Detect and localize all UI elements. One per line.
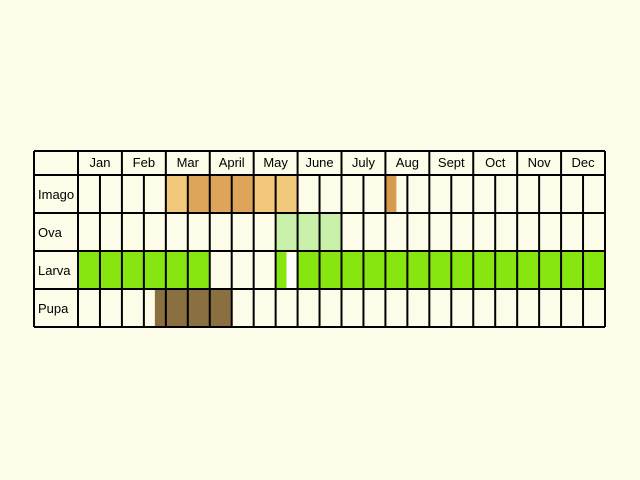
month-label-dec: Dec [571, 155, 595, 170]
month-label-june: June [305, 155, 333, 170]
row-label-pupa: Pupa [38, 301, 69, 316]
row-label-larva: Larva [38, 263, 71, 278]
month-label-jan: Jan [89, 155, 110, 170]
month-label-april: April [219, 155, 245, 170]
month-label-nov: Nov [528, 155, 552, 170]
month-label-sept: Sept [438, 155, 465, 170]
month-label-oct: Oct [485, 155, 506, 170]
month-label-july: July [352, 155, 376, 170]
grid-layer [33, 150, 606, 328]
row-label-ova: Ova [38, 225, 63, 240]
fill-ova-0 [275, 213, 342, 251]
labels-layer: Jan Feb Mar April May June July Aug Sept Oct Nov De… [38, 155, 595, 316]
month-label-aug: Aug [396, 155, 419, 170]
fill-larva-1 [275, 251, 287, 289]
row-label-imago: Imago [38, 187, 74, 202]
fill-imago-3 [385, 175, 397, 213]
fill-pupa-0 [154, 289, 232, 327]
fill-imago-1 [187, 175, 254, 213]
fill-imago-0 [165, 175, 188, 213]
fill-larva-2 [286, 251, 296, 289]
month-label-feb: Feb [133, 155, 155, 170]
month-label-mar: Mar [177, 155, 200, 170]
month-label-may: May [263, 155, 288, 170]
